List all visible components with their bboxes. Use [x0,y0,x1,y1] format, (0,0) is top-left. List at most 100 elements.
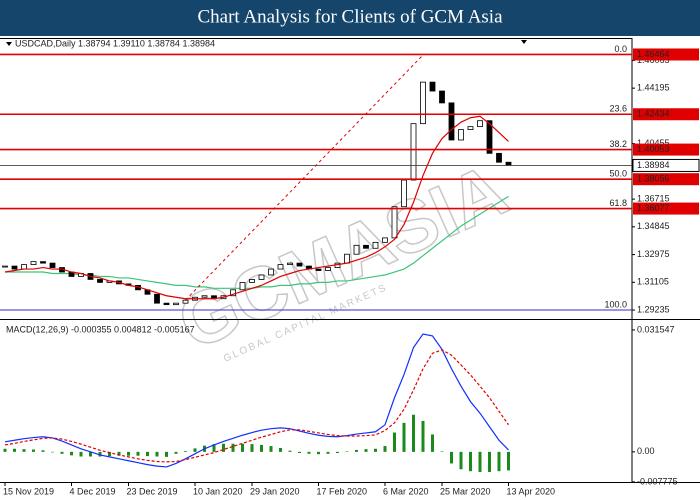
candle [287,262,293,265]
candle [429,81,436,92]
candle [391,206,398,239]
candle [201,295,208,298]
candle [353,244,360,255]
histogram-bar [459,451,463,470]
candle [154,293,160,304]
histogram-bar [298,451,301,454]
candle [40,261,46,264]
histogram-bar [507,451,510,471]
histogram-bar [174,451,178,454]
candle [325,267,331,271]
histogram-bar [402,422,406,452]
histogram-bar [98,451,102,457]
candle [21,264,27,270]
candle [467,126,474,131]
histogram-bar [307,451,311,454]
histogram-bar [488,451,491,472]
price-box [632,158,700,172]
histogram-bar [336,451,339,454]
x-tick-label: 23 Dec 2019 [127,486,178,496]
base-level-label: 100.0 [604,299,627,309]
histogram-bar [478,451,482,472]
title-bar [0,0,700,36]
histogram-bar [146,451,149,457]
histogram-bar [117,451,121,456]
menu-arrow [6,42,12,46]
x-tick-label: 17 Feb 2020 [317,486,368,496]
histogram-bar [260,444,263,452]
histogram-bar [421,420,425,452]
candle [477,120,483,128]
histogram-bar [212,444,216,452]
x-tick-label: 6 Mar 2020 [383,486,429,496]
candle [258,274,265,280]
histogram-bar [32,449,35,452]
histogram-bar [241,443,244,452]
candle [458,129,464,141]
candle [315,268,322,271]
candle [486,120,493,154]
candle [249,279,255,283]
histogram-bar [60,451,64,454]
histogram-bar [70,451,73,456]
histogram-bar [497,451,501,472]
candle [401,179,407,208]
y-tick-label: -0.007775 [637,476,678,486]
line [4,333,509,468]
price-box [633,108,699,121]
y-tick-label: 1.44195 [637,83,670,93]
candle [163,302,170,306]
candle [372,241,379,249]
candle [344,253,350,264]
histogram-bar [279,447,282,452]
histogram-bar [250,444,254,452]
histogram-bar [450,451,453,464]
histogram-bar [355,449,358,452]
candle [30,261,37,265]
histogram-bar [383,446,387,452]
histogram-bar [364,449,368,452]
chart-header: USDCAD,Daily 1.38794 1.39110 1.38784 1.3… [15,38,215,48]
candle [496,152,502,163]
y-tick-label: 0.031547 [637,324,675,334]
histogram-bar [127,451,130,456]
fib-level-label: 50.0 [609,169,627,179]
histogram-bar [317,451,320,455]
histogram-bar [469,451,472,472]
histogram-bar [326,451,330,454]
x-tick-label: 4 Dec 2019 [70,486,116,496]
y-tick-label: 1.36715 [637,193,670,203]
histogram-bar [374,448,377,452]
line [4,115,509,300]
histogram-bar [288,450,292,452]
y-tick-label: 1.40455 [637,138,670,148]
candle [277,264,284,270]
candle [49,262,56,268]
price-box-label: 1.46464 [637,49,670,59]
fib-level-label: 38.2 [609,139,627,149]
x-tick-label: 15 Nov 2019 [3,486,54,496]
histogram-bar [3,448,7,452]
candle [11,265,18,270]
fib-level-label: 61.8 [609,198,627,208]
histogram-bar [393,432,396,452]
x-tick-label: 29 Jan 2020 [250,486,300,496]
y-tick-label: 0.00 [637,446,655,456]
candle [363,244,369,249]
histogram-bar [222,443,225,452]
price-box-label: 1.40053 [637,144,670,154]
price-box [633,173,699,186]
candle [439,90,445,104]
histogram-bar [108,451,111,457]
price-box-label: 1.38056 [637,174,670,184]
fib-level-label: 0.0 [614,44,627,54]
histogram-bar [136,451,140,456]
candle [268,268,274,276]
x-tick-label: 25 Mar 2020 [440,486,491,496]
last-price-label: 1.38984 [637,160,670,170]
candle [173,302,179,306]
y-tick-label: 1.34845 [637,221,670,231]
line [4,349,509,463]
